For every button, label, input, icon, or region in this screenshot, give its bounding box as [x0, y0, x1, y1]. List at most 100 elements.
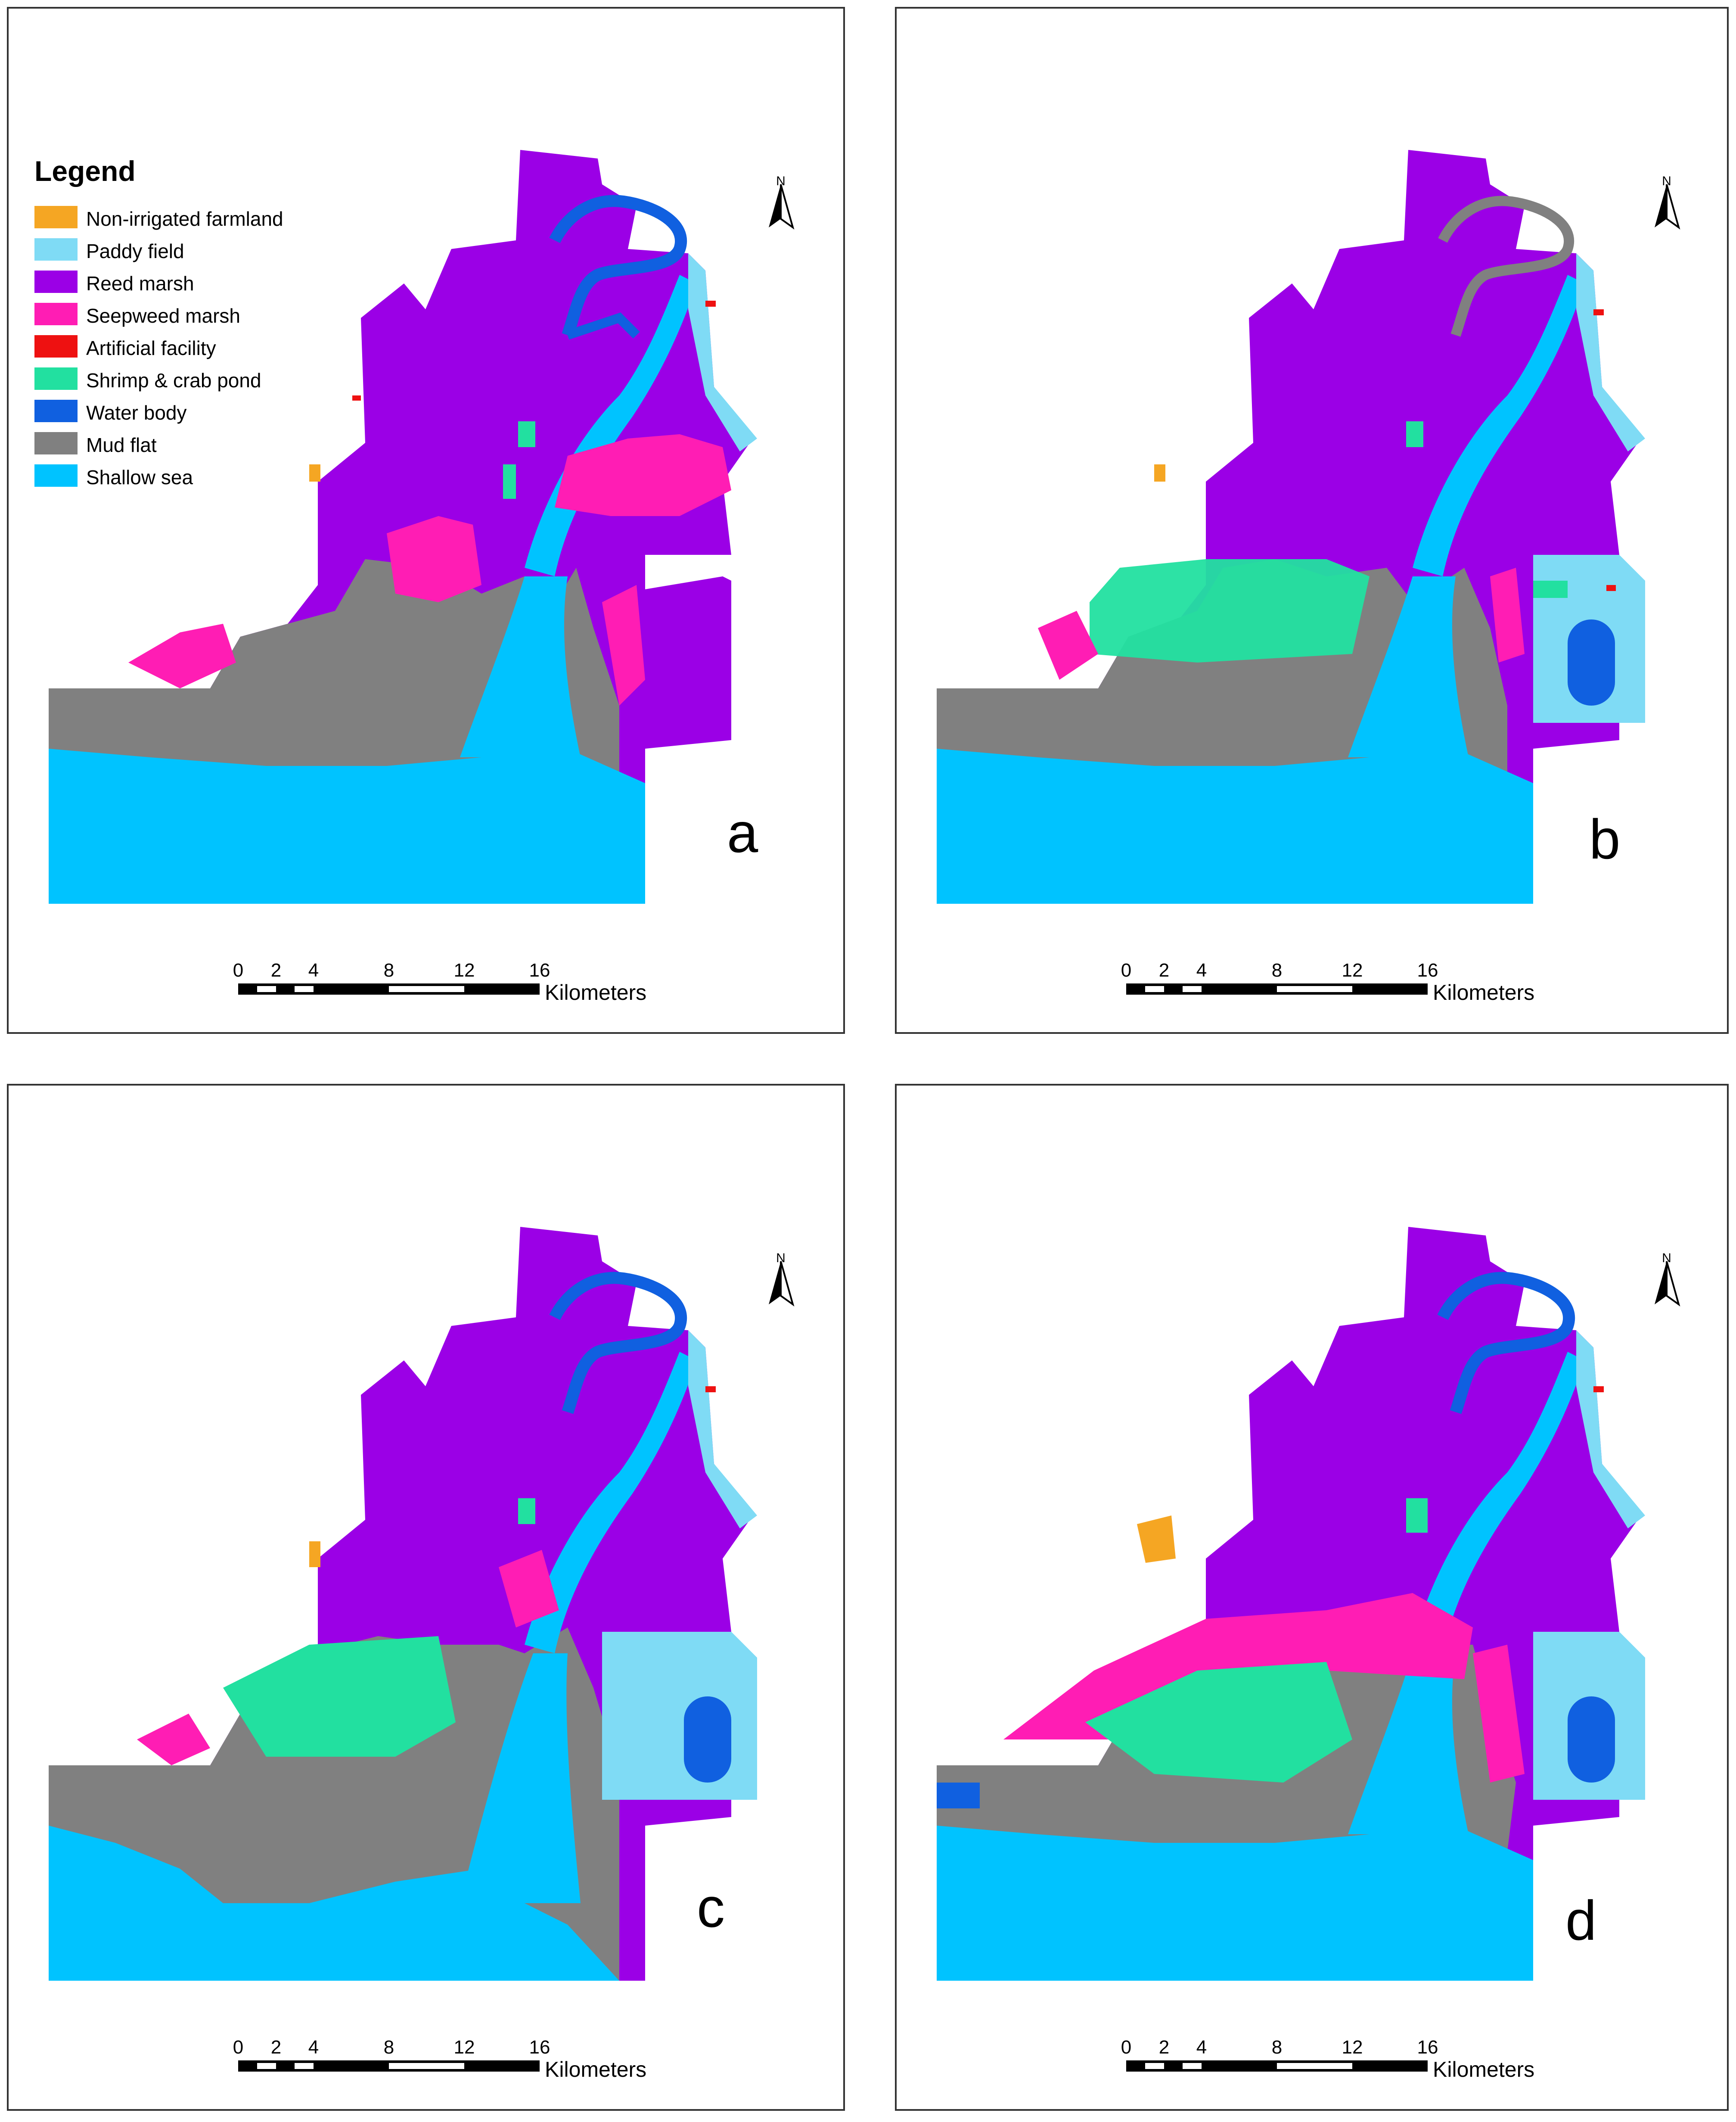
- panel-b-facility-2: [1593, 309, 1604, 315]
- panel-a-scale-bar: 0 2 4 8 12 16 Kilometers: [233, 960, 646, 1005]
- panel-a-water-channel: [566, 312, 640, 340]
- legend-label-1: Paddy field: [86, 240, 184, 262]
- panel-b-scale-tick-0: 0: [1121, 960, 1131, 981]
- legend-label-8: Shallow sea: [86, 466, 193, 488]
- panel-b-scale-bar: 0 2 4 8 12 16 Kilometers: [1121, 960, 1534, 1005]
- panel-d-scale-bar: 0 2 4 8 12 16 Kilometers: [1121, 2037, 1534, 2082]
- legend-label-6: Water body: [86, 401, 187, 424]
- panel-b-scale-tick-1: 2: [1159, 960, 1169, 981]
- panel-a-seepweed-south: [602, 585, 645, 706]
- panel-b: N b 0 2 4 8 12 16 Kilometers: [895, 7, 1729, 1034]
- panel-d-facility-1: [1593, 1386, 1604, 1392]
- panel-d-north-label: N: [1662, 1251, 1671, 1265]
- panel-c-map: [49, 1227, 757, 1981]
- legend-swatch-5: [34, 367, 78, 390]
- panel-d-scale-tick-3: 8: [1272, 2037, 1282, 2058]
- panel-d-shallow-sea: [937, 1826, 1533, 1981]
- panel-c: N c 0 2 4 8 12 16 Kilometers: [7, 1084, 845, 2111]
- panel-a-farmland: [309, 464, 320, 482]
- panel-d-scale-unit: Kilometers: [1433, 2057, 1534, 2082]
- panel-c-scale-tick-1: 2: [271, 2037, 281, 2058]
- legend-swatch-4: [34, 335, 78, 358]
- panel-b-scale-tick-3: 8: [1272, 960, 1282, 981]
- panel-c-paddy-south: [602, 1632, 757, 1800]
- panel-c-seepweed-west: [137, 1714, 210, 1765]
- panel-b-scale-tick-4: 12: [1342, 960, 1363, 981]
- panel-a-scale-tick-3: 8: [384, 960, 394, 981]
- panel-d-estuary: [1348, 1653, 1469, 1834]
- panel-b-scale-unit: Kilometers: [1433, 980, 1534, 1005]
- panel-d-seepweed: [1003, 1593, 1473, 1739]
- legend: Legend Non-irrigated farmland Paddy fiel…: [34, 155, 283, 488]
- panel-d-scale-tick-5: 16: [1417, 2037, 1438, 2058]
- legend-title: Legend: [34, 155, 136, 187]
- panel-b-estuary: [1348, 576, 1469, 757]
- panel-b-map: [937, 150, 1645, 904]
- panel-a-facility-2: [352, 395, 361, 401]
- panel-d-map: [937, 1227, 1645, 1981]
- panel-c-seepweed-center: [499, 1550, 559, 1627]
- panel-c-scale-tick-5: 16: [529, 2037, 550, 2058]
- panel-a-estuary: [460, 576, 581, 757]
- panel-c-scale-unit: Kilometers: [545, 2057, 646, 2082]
- panel-d-scale-tick-2: 4: [1196, 2037, 1207, 2058]
- legend-label-2: Reed marsh: [86, 272, 194, 295]
- panel-c-scale-tick-4: 12: [454, 2037, 475, 2058]
- panel-b-paddy-north: [1576, 253, 1645, 451]
- panel-b-scale-tick-5: 16: [1417, 960, 1438, 981]
- panel-d-scale-tick-0: 0: [1121, 2037, 1131, 2058]
- panel-d-seepweed-east: [1473, 1645, 1525, 1783]
- panel-c-estuary: [460, 1653, 581, 1903]
- panel-b-letter: b: [1589, 808, 1620, 871]
- panel-d-scale-tick-4: 12: [1342, 2037, 1363, 2058]
- panel-d-letter: d: [1565, 1889, 1596, 1952]
- legend-label-5: Shrimp & crab pond: [86, 369, 261, 392]
- panel-d-reservoir: [1568, 1696, 1615, 1783]
- panel-b-facility-1: [1606, 585, 1616, 591]
- panel-b-reservoir: [1568, 619, 1615, 706]
- panel-a-pond-2: [503, 464, 516, 499]
- panel-c-scale-tick-0: 0: [233, 2037, 243, 2058]
- legend-swatch-2: [34, 271, 78, 293]
- legend-label-0: Non-irrigated farmland: [86, 208, 283, 230]
- panel-b-seepweed-west: [1038, 611, 1098, 680]
- panel-b-seepweed-east: [1490, 568, 1525, 663]
- legend-swatch-0: [34, 206, 78, 228]
- panel-d-paddy-north: [1576, 1330, 1645, 1528]
- panel-c-scale-tick-3: 8: [384, 2037, 394, 2058]
- panel-c-reservoir: [684, 1696, 731, 1783]
- panel-c-facility-1: [705, 1386, 716, 1392]
- panel-b-pond-1: [1406, 421, 1423, 447]
- legend-label-3: Seepweed marsh: [86, 305, 240, 327]
- legend-swatch-3: [34, 303, 78, 325]
- panel-a: Legend Non-irrigated farmland Paddy fiel…: [7, 7, 845, 1034]
- panel-b-north-label: N: [1662, 174, 1671, 188]
- panel-b-ponds: [1090, 559, 1370, 663]
- panel-a-seepweed-east: [555, 434, 731, 516]
- panel-c-pond-1: [518, 1498, 535, 1524]
- panel-a-facility-1: [705, 301, 716, 307]
- panel-a-north-label: N: [776, 174, 786, 188]
- panel-b-pond-2: [1533, 581, 1568, 598]
- panel-a-scale-tick-1: 2: [271, 960, 281, 981]
- panel-a-letter: a: [727, 801, 758, 864]
- panel-a-seepweed-west: [128, 624, 236, 688]
- panel-d-water-west: [937, 1783, 980, 1808]
- panel-c-scale-tick-2: 4: [308, 2037, 319, 2058]
- panel-a-seepweed-center: [387, 516, 481, 602]
- panel-a-scale-tick-5: 16: [529, 960, 550, 981]
- panel-c-ponds: [223, 1636, 456, 1757]
- panel-a-pond-1: [518, 421, 535, 447]
- legend-swatch-1: [34, 238, 78, 261]
- panel-d-pond-1: [1406, 1498, 1428, 1533]
- legend-label-7: Mud flat: [86, 434, 157, 456]
- panel-b-farmland: [1154, 464, 1165, 482]
- panel-c-paddy-north: [688, 1330, 757, 1528]
- legend-swatch-6: [34, 400, 78, 422]
- legend-label-4: Artificial facility: [86, 337, 216, 359]
- panel-d-farmland: [1137, 1515, 1176, 1563]
- panel-b-shallow-sea: [937, 749, 1533, 904]
- panel-a-scale-tick-0: 0: [233, 960, 243, 981]
- panel-a-map: [49, 150, 757, 904]
